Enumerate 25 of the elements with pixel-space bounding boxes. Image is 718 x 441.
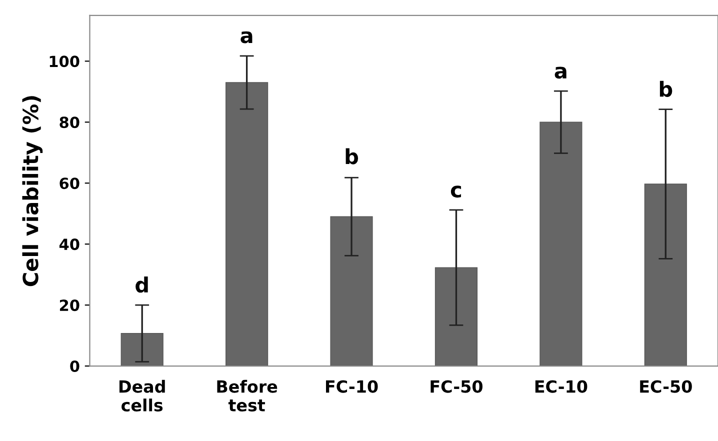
- bar: [644, 184, 687, 366]
- bar: [434, 267, 478, 366]
- y-tick-label: 20: [60, 300, 80, 312]
- y-tick-label: 100: [50, 56, 80, 68]
- annotation: a: [554, 66, 566, 79]
- y-tick-label: 60: [60, 178, 80, 190]
- annotation: c: [450, 186, 462, 198]
- annotation: d: [136, 276, 148, 293]
- x-tick-label: FC-50: [430, 380, 482, 393]
- x-tick-label: Before test: [217, 380, 278, 412]
- annotation: b: [346, 148, 358, 164]
- bar: [540, 122, 582, 366]
- bar: [120, 333, 164, 366]
- x-tick-label: EC-50: [640, 380, 692, 393]
- y-tick-label: 0: [70, 360, 80, 372]
- y-tick-label: 80: [60, 116, 80, 128]
- y-tick-label: 40: [59, 238, 80, 250]
- y-axis-title: Cell viability (%): [22, 96, 43, 286]
- bar: [330, 216, 373, 366]
- annotation: a: [240, 31, 252, 44]
- bar: [226, 82, 268, 366]
- x-tick-label: Dead cells: [119, 380, 165, 412]
- x-tick-label: EC-10: [535, 380, 588, 393]
- annotation: b: [660, 80, 672, 97]
- x-tick-label: FC-10: [326, 380, 378, 393]
